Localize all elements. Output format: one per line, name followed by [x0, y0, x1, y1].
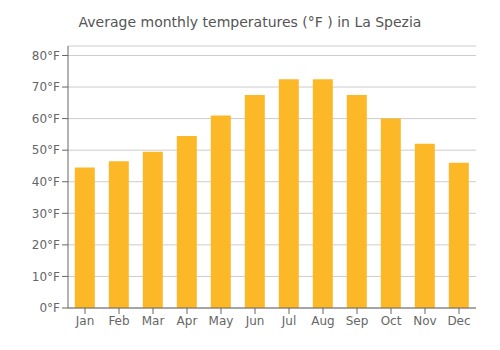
svg-text:Jun: Jun [245, 314, 265, 328]
html-text:Average monthly temperatures (: Average monthly temperatures (°F ) in La… [78, 14, 422, 30]
svg-text:50°F: 50°F [32, 143, 60, 157]
svg-text:10°F: 10°F [32, 270, 60, 284]
svg-text:30°F: 30°F [32, 207, 60, 221]
svg-text:Dec: Dec [447, 314, 470, 328]
svg-text:Jan: Jan [75, 314, 95, 328]
svg-text:Sep: Sep [346, 314, 369, 328]
svg-text:20°F: 20°F [32, 238, 60, 252]
svg-text:80°F: 80°F [32, 49, 60, 63]
svg-text:Oct: Oct [381, 314, 402, 328]
svg-text:Nov: Nov [413, 314, 436, 328]
svg-text:Mar: Mar [142, 314, 165, 328]
svg-text:Jul: Jul [281, 314, 296, 328]
svg-text:60°F: 60°F [32, 112, 60, 126]
svg-text:May: May [209, 314, 234, 328]
svg-text:70°F: 70°F [32, 80, 60, 94]
svg-text:Apr: Apr [177, 314, 198, 328]
svg-text:Feb: Feb [108, 314, 129, 328]
svg-text:0°F: 0°F [39, 301, 60, 315]
svg-text:40°F: 40°F [32, 175, 60, 189]
svg-text:Aug: Aug [311, 314, 334, 328]
